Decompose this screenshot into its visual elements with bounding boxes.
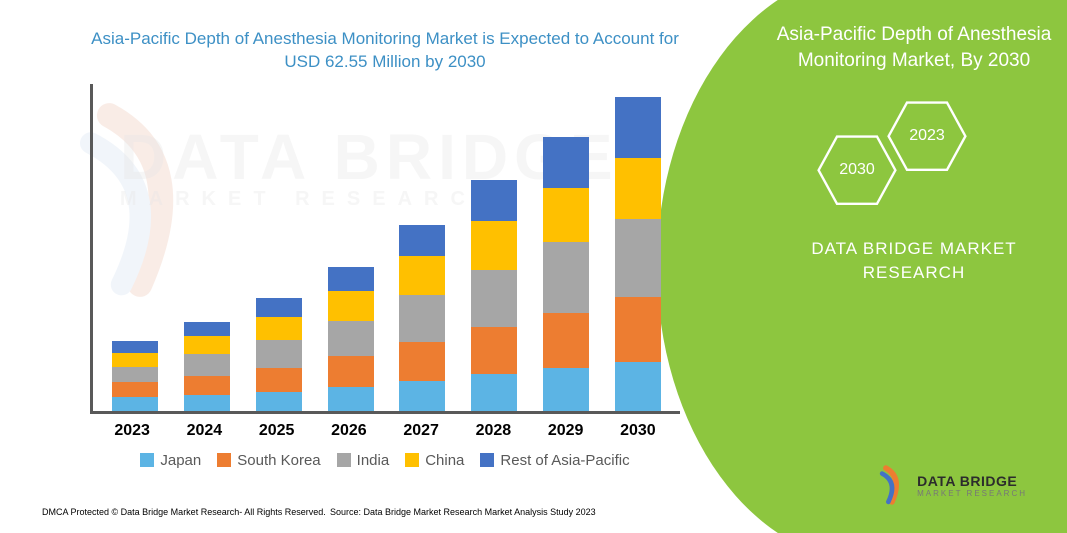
legend-label: China	[425, 452, 464, 469]
chart-container: Asia-Pacific Depth of Anesthesia Monitor…	[90, 28, 680, 469]
xaxis-label: 2030	[615, 422, 661, 440]
brand-logo-text: DATA BRIDGE MARKET RESEARCH	[917, 473, 1027, 498]
bar-2024	[184, 322, 230, 411]
brand-logo: DATA BRIDGE MARKET RESEARCH	[873, 465, 1027, 505]
bar-seg-india	[471, 270, 517, 327]
bar-seg-china	[184, 336, 230, 354]
bar-seg-japan	[112, 397, 158, 411]
right-panel-inner: Asia-Pacific Depth of Anesthesia Monitor…	[769, 22, 1059, 285]
xaxis-label: 2029	[543, 422, 589, 440]
bar-seg-china	[615, 158, 661, 219]
hex-2030-label: 2030	[839, 161, 875, 179]
right-panel-title: Asia-Pacific Depth of Anesthesia Monitor…	[769, 22, 1059, 73]
bar-2025	[256, 298, 302, 411]
xaxis-label: 2027	[398, 422, 444, 440]
bar-seg-india	[615, 219, 661, 297]
bar-2023	[112, 341, 158, 411]
legend-label: India	[357, 452, 390, 469]
right-panel-brand: DATA BRIDGE MARKET RESEARCH	[769, 237, 1059, 285]
bar-seg-india	[399, 295, 445, 342]
bar-2030	[615, 97, 661, 410]
bar-seg-japan	[543, 368, 589, 411]
bar-seg-japan	[328, 387, 374, 411]
legend-label: Japan	[160, 452, 201, 469]
bar-seg-rest-of-asia-pacific	[256, 298, 302, 317]
bar-seg-rest-of-asia-pacific	[184, 322, 230, 337]
legend-item-japan: Japan	[140, 452, 201, 469]
chart-xaxis: 2023 2024 2025 2026 2027 2028 2029 2030	[90, 414, 680, 440]
bar-seg-india	[328, 321, 374, 356]
bar-seg-south-korea	[184, 376, 230, 396]
hex-2023: 2023	[887, 101, 967, 171]
hex-container: 2030 2023	[769, 89, 1059, 229]
bar-2028	[471, 180, 517, 411]
bar-seg-south-korea	[615, 297, 661, 362]
xaxis-label: 2028	[470, 422, 516, 440]
bar-seg-south-korea	[112, 382, 158, 397]
brand-line1: DATA BRIDGE	[917, 473, 1027, 489]
bar-seg-china	[543, 188, 589, 243]
legend-swatch	[140, 453, 154, 467]
bar-seg-china	[112, 353, 158, 367]
bar-seg-india	[112, 367, 158, 383]
brand-logo-icon	[873, 465, 911, 505]
bar-seg-china	[399, 256, 445, 295]
bar-seg-rest-of-asia-pacific	[328, 267, 374, 291]
xaxis-label: 2024	[181, 422, 227, 440]
page-root: DATA BRIDGE MARKET RESEARCH Asia-Pacific…	[0, 0, 1067, 533]
bar-seg-japan	[399, 381, 445, 410]
legend-item-rest-of-asia-pacific: Rest of Asia-Pacific	[480, 452, 629, 469]
bar-seg-japan	[256, 392, 302, 411]
bar-seg-india	[184, 354, 230, 376]
legend-swatch	[337, 453, 351, 467]
chart-bars	[93, 84, 680, 411]
hex-2023-label: 2023	[909, 127, 945, 145]
bar-seg-india	[256, 340, 302, 367]
chart-title: Asia-Pacific Depth of Anesthesia Monitor…	[90, 28, 680, 74]
bar-2026	[328, 267, 374, 411]
bar-seg-south-korea	[256, 368, 302, 392]
chart-plot	[90, 84, 680, 414]
bar-seg-rest-of-asia-pacific	[112, 341, 158, 353]
bar-seg-japan	[471, 374, 517, 411]
bar-seg-japan	[184, 395, 230, 411]
legend-item-south-korea: South Korea	[217, 452, 320, 469]
bar-seg-south-korea	[399, 342, 445, 381]
legend-swatch	[217, 453, 231, 467]
bar-seg-south-korea	[328, 356, 374, 387]
legend-item-india: India	[337, 452, 390, 469]
brand-line2: MARKET RESEARCH	[917, 489, 1027, 498]
legend-label: South Korea	[237, 452, 320, 469]
bar-2027	[399, 225, 445, 411]
xaxis-label: 2026	[326, 422, 372, 440]
legend-swatch	[480, 453, 494, 467]
bar-seg-south-korea	[471, 327, 517, 374]
chart-legend: Japan South Korea India China Rest of Asia-P…	[90, 452, 680, 469]
bar-seg-rest-of-asia-pacific	[615, 97, 661, 158]
bar-seg-china	[328, 291, 374, 320]
legend-item-china: China	[405, 452, 464, 469]
xaxis-label: 2025	[254, 422, 300, 440]
bar-seg-rest-of-asia-pacific	[471, 180, 517, 221]
bar-seg-japan	[615, 362, 661, 411]
bar-seg-south-korea	[543, 313, 589, 368]
bar-seg-india	[543, 242, 589, 313]
hex-2030: 2030	[817, 135, 897, 205]
legend-label: Rest of Asia-Pacific	[500, 452, 629, 469]
bar-2029	[543, 137, 589, 411]
footer-source: Source: Data Bridge Market Research Mark…	[330, 507, 596, 517]
bar-seg-china	[256, 317, 302, 341]
legend-swatch	[405, 453, 419, 467]
footer-dmca: DMCA Protected © Data Bridge Market Rese…	[42, 507, 326, 517]
bar-seg-rest-of-asia-pacific	[399, 225, 445, 256]
right-panel: Asia-Pacific Depth of Anesthesia Monitor…	[657, 0, 1067, 533]
bar-seg-rest-of-asia-pacific	[543, 137, 589, 188]
xaxis-label: 2023	[109, 422, 155, 440]
bar-seg-china	[471, 221, 517, 270]
